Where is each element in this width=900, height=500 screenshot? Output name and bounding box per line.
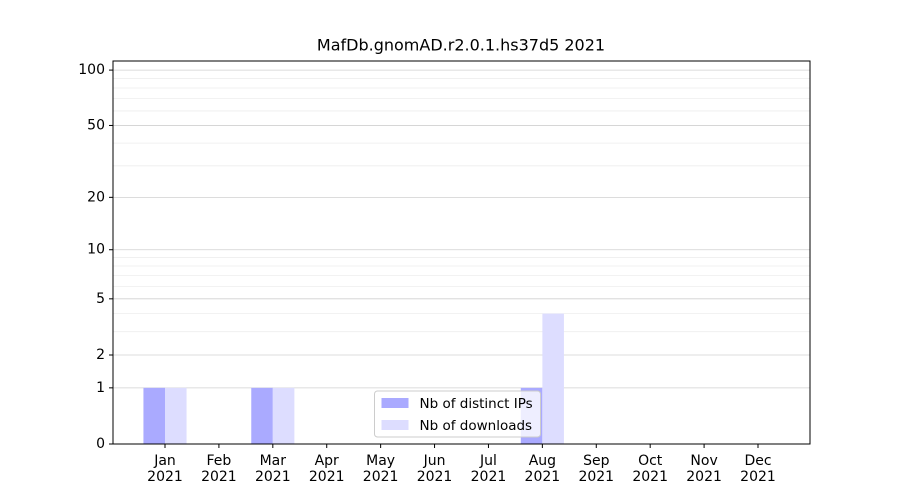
bar: [251, 387, 273, 444]
x-tick-label: Apr 2021: [308, 453, 345, 485]
x-tick-label: Mar 2021: [254, 453, 291, 485]
x-tick-label: Feb 2021: [201, 453, 237, 485]
bar: [143, 387, 165, 444]
legend-label: Nb of downloads: [420, 418, 533, 434]
y-tick-label: 10: [87, 242, 105, 258]
y-tick-label: 5: [96, 291, 105, 307]
legend-box: [374, 390, 541, 438]
y-tick-label: 1: [96, 380, 105, 396]
chart-title: MafDb.gnomAD.r2.0.1.hs37d5 2021: [317, 36, 605, 55]
bar: [272, 387, 295, 444]
bar: [165, 387, 187, 444]
x-tick-label: Sep 2021: [578, 453, 615, 485]
x-tick-label: May 2021: [362, 453, 399, 485]
plot-frame: [112, 60, 811, 445]
x-tick-label: Nov 2021: [686, 453, 722, 485]
x-tick-label: Jan 2021: [147, 453, 183, 485]
y-tick-label: 0: [96, 436, 105, 452]
x-tick-label: Dec 2021: [740, 453, 776, 485]
x-tick-label: Oct 2021: [632, 453, 668, 485]
bar: [542, 313, 564, 444]
y-tick-label: 2: [96, 347, 105, 363]
legend-swatch: [381, 398, 409, 408]
y-tick-label: 20: [87, 189, 105, 205]
x-tick-label: Jun 2021: [416, 453, 453, 485]
y-tick-label: 100: [78, 62, 105, 78]
legend-label: Nb of distinct IPs: [420, 396, 533, 412]
legend: Nb of distinct IPs Nb of downloads: [374, 390, 541, 438]
x-tick-label: Aug 2021: [524, 453, 561, 485]
legend-swatch: [381, 420, 409, 430]
x-tick-label: Jul 2021: [470, 453, 507, 485]
y-tick-label: 50: [87, 117, 105, 133]
